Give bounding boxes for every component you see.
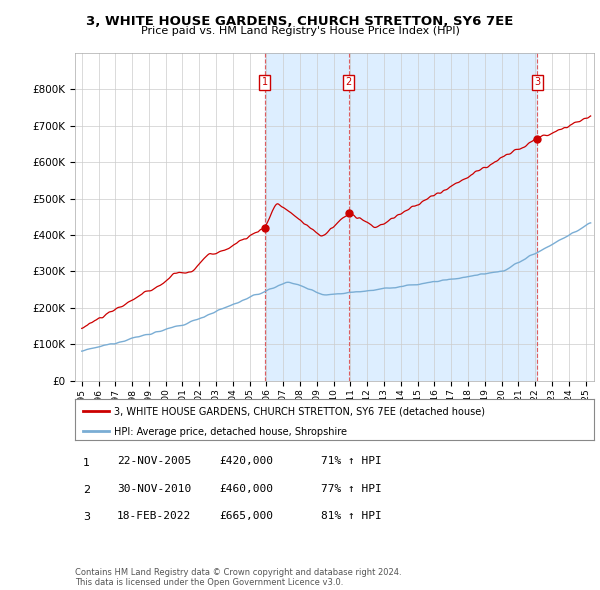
Text: 1: 1 [83,458,90,467]
Text: 2: 2 [83,485,90,494]
Text: HPI: Average price, detached house, Shropshire: HPI: Average price, detached house, Shro… [114,427,347,437]
Text: 3: 3 [534,77,540,87]
Text: 18-FEB-2022: 18-FEB-2022 [117,511,191,520]
Text: 22-NOV-2005: 22-NOV-2005 [117,457,191,466]
Text: £460,000: £460,000 [219,484,273,493]
Bar [349,53,537,381]
Bar [265,53,349,381]
Text: 1: 1 [262,77,268,87]
Text: 30-NOV-2010: 30-NOV-2010 [117,484,191,493]
Text: 2: 2 [346,77,352,87]
Text: 3: 3 [83,512,90,522]
Text: £420,000: £420,000 [219,457,273,466]
Text: 3, WHITE HOUSE GARDENS, CHURCH STRETTON, SY6 7EE (detached house): 3, WHITE HOUSE GARDENS, CHURCH STRETTON,… [114,407,485,417]
Text: 77% ↑ HPI: 77% ↑ HPI [321,484,382,493]
Text: 3, WHITE HOUSE GARDENS, CHURCH STRETTON, SY6 7EE: 3, WHITE HOUSE GARDENS, CHURCH STRETTON,… [86,15,514,28]
Text: 71% ↑ HPI: 71% ↑ HPI [321,457,382,466]
Text: 81% ↑ HPI: 81% ↑ HPI [321,511,382,520]
Text: Price paid vs. HM Land Registry's House Price Index (HPI): Price paid vs. HM Land Registry's House … [140,26,460,36]
Text: Contains HM Land Registry data © Crown copyright and database right 2024.
This d: Contains HM Land Registry data © Crown c… [75,568,401,587]
Text: £665,000: £665,000 [219,511,273,520]
